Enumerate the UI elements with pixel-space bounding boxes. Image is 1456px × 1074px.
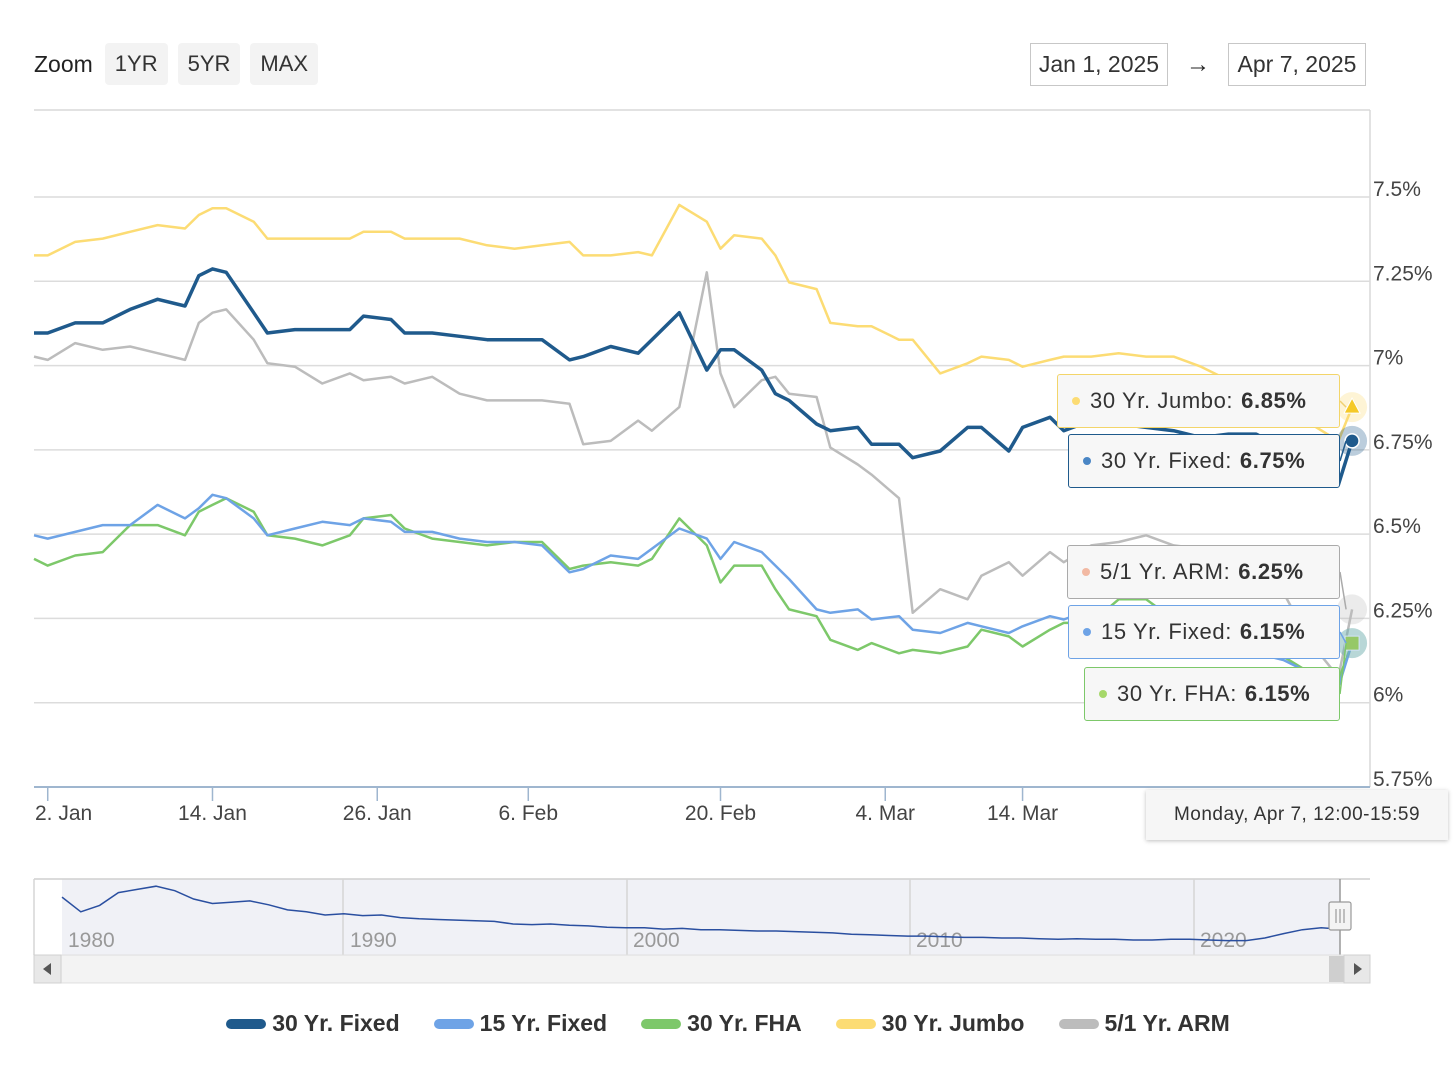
legend-label: 30 Yr. Fixed bbox=[272, 1010, 400, 1036]
tooltip-value: 6.75% bbox=[1239, 448, 1306, 473]
marker-halo bbox=[1337, 628, 1368, 659]
tooltip-dot bbox=[1072, 397, 1080, 405]
legend-item-30yr-jumbo[interactable]: 30 Yr. Jumbo bbox=[835, 1010, 1025, 1037]
y-tick-label: 7.5% bbox=[1373, 178, 1421, 201]
y-tick-label: 6.5% bbox=[1373, 515, 1421, 538]
tooltip-connector bbox=[1339, 440, 1347, 462]
legend-swatch bbox=[433, 1018, 474, 1029]
navigator-year-label: 1990 bbox=[350, 929, 397, 952]
x-axis: 2. Jan 14. Jan 26. Jan 6. Feb 20. Feb 4. Mar 1… bbox=[34, 786, 1370, 825]
tooltip-label: 30 Yr. Fixed: bbox=[1101, 448, 1232, 473]
zoom-max-button[interactable]: MAX bbox=[250, 43, 319, 85]
date-range: Jan 1, 2025 → Apr 7, 2025 bbox=[1030, 43, 1366, 86]
tooltip-date-label: Monday, Apr 7, 12:00-15:59 bbox=[1146, 790, 1448, 840]
tooltip-fixed15: 15 Yr. Fixed: 6.15% bbox=[1068, 605, 1340, 659]
hover-markers bbox=[1337, 392, 1368, 659]
legend-swatch bbox=[835, 1018, 876, 1029]
tooltip-connectors bbox=[1339, 400, 1347, 695]
legend-swatch bbox=[226, 1018, 267, 1029]
tooltip-connector bbox=[1339, 571, 1347, 610]
series-line-arm51 bbox=[33, 271, 1354, 679]
x-tick-label: 14. Jan bbox=[178, 802, 247, 825]
tooltip-dot bbox=[1099, 690, 1107, 698]
tooltip-label: 15 Yr. Fixed: bbox=[1101, 619, 1232, 644]
navigator[interactable]: 1980 1990 2000 2010 2020 bbox=[33, 878, 1371, 984]
y-tick-label: 6.25% bbox=[1373, 599, 1433, 622]
zoom-label: Zoom bbox=[34, 50, 93, 77]
y-tick-label: 7% bbox=[1373, 347, 1403, 370]
legend: 30 Yr. Fixed 15 Yr. Fixed 30 Yr. FHA 30 … bbox=[0, 1010, 1456, 1037]
range-from-input[interactable]: Jan 1, 2025 bbox=[1030, 43, 1168, 86]
legend-item-51yr-arm[interactable]: 5/1 Yr. ARM bbox=[1058, 1010, 1230, 1037]
x-tick-label: 20. Feb bbox=[685, 802, 756, 825]
legend-label: 30 Yr. FHA bbox=[687, 1010, 802, 1036]
tooltip-dot bbox=[1082, 568, 1090, 576]
legend-label: 15 Yr. Fixed bbox=[479, 1010, 608, 1036]
tooltip-arm51: 5/1 Yr. ARM: 6.25% bbox=[1067, 545, 1340, 599]
legend-item-30yr-fixed[interactable]: 30 Yr. Fixed bbox=[226, 1010, 400, 1037]
tooltip-value: 6.15% bbox=[1244, 681, 1311, 706]
tooltip-label: 5/1 Yr. ARM: bbox=[1100, 559, 1231, 584]
x-tick-label: 14. Mar bbox=[987, 802, 1058, 825]
legend-item-15yr-fixed[interactable]: 15 Yr. Fixed bbox=[433, 1010, 608, 1037]
tooltip-connector bbox=[1339, 643, 1347, 695]
navigator-series bbox=[61, 885, 1341, 942]
tooltip-label: 30 Yr. FHA: bbox=[1117, 681, 1237, 706]
navigator-scrollbar-right-end[interactable] bbox=[1329, 956, 1344, 982]
tooltip-value: 6.85% bbox=[1241, 388, 1307, 413]
y-axis: 7.5% 7.25% 7% 6.75% 6.5% 6.25% 6% 5.75% bbox=[1373, 178, 1433, 791]
x-tick-label: 6. Feb bbox=[499, 802, 559, 825]
zoom-1yr-button[interactable]: 1YR bbox=[104, 43, 168, 85]
legend-swatch bbox=[641, 1018, 682, 1029]
zoom-5yr-button[interactable]: 5YR bbox=[177, 43, 241, 85]
marker-fixed30 bbox=[1344, 433, 1360, 449]
legend-item-30yr-fha[interactable]: 30 Yr. FHA bbox=[641, 1010, 802, 1037]
marker-halo bbox=[1337, 594, 1368, 625]
marker-jumbo30 bbox=[1343, 397, 1361, 414]
y-tick-label: 6.75% bbox=[1373, 431, 1433, 454]
y-tick-label: 7.25% bbox=[1373, 262, 1433, 285]
navigator-mask bbox=[62, 879, 1340, 955]
tooltip-connector bbox=[1339, 400, 1347, 408]
series-line-jumbo30 bbox=[34, 203, 1354, 443]
navigator-year-label: 2000 bbox=[633, 929, 680, 952]
legend-label: 5/1 Yr. ARM bbox=[1104, 1010, 1230, 1036]
tooltip-fha30: 30 Yr. FHA: 6.15% bbox=[1084, 667, 1340, 721]
y-tick-label: 5.75% bbox=[1373, 768, 1433, 791]
tooltip-value: 6.25% bbox=[1238, 559, 1304, 584]
tooltip-fixed30: 30 Yr. Fixed: 6.75% bbox=[1068, 434, 1340, 488]
x-tick-label: 26. Jan bbox=[343, 802, 412, 825]
tooltip-value: 6.15% bbox=[1239, 619, 1306, 644]
grip-handle-icon[interactable] bbox=[1328, 901, 1352, 931]
x-tick-label: 2. Jan bbox=[35, 802, 92, 825]
tooltip-dot bbox=[1083, 457, 1091, 465]
zoom-bar: Zoom 1YR 5YR MAX bbox=[34, 42, 319, 86]
legend-label: 30 Yr. Jumbo bbox=[881, 1010, 1025, 1036]
y-tick-label: 6% bbox=[1373, 684, 1403, 707]
tooltip-label: 30 Yr. Jumbo: bbox=[1090, 388, 1234, 413]
navigator-scrollbar-thumb[interactable] bbox=[62, 956, 1332, 982]
navigator-year-label: 1980 bbox=[68, 929, 115, 952]
tooltip-dot bbox=[1083, 628, 1091, 636]
tooltip-jumbo30: 30 Yr. Jumbo: 6.85% bbox=[1057, 374, 1340, 428]
triangle-left-icon[interactable] bbox=[33, 954, 62, 984]
triangle-right-icon[interactable] bbox=[1343, 954, 1371, 984]
range-to-input[interactable]: Apr 7, 2025 bbox=[1228, 43, 1366, 86]
tooltip-connector bbox=[1339, 631, 1347, 644]
x-tick-label: 4. Mar bbox=[856, 802, 916, 825]
navigator-year-label: 2010 bbox=[916, 929, 963, 952]
marker-fha30 bbox=[1344, 635, 1360, 651]
range-arrow-icon: → bbox=[1186, 50, 1210, 78]
legend-swatch bbox=[1058, 1018, 1099, 1029]
